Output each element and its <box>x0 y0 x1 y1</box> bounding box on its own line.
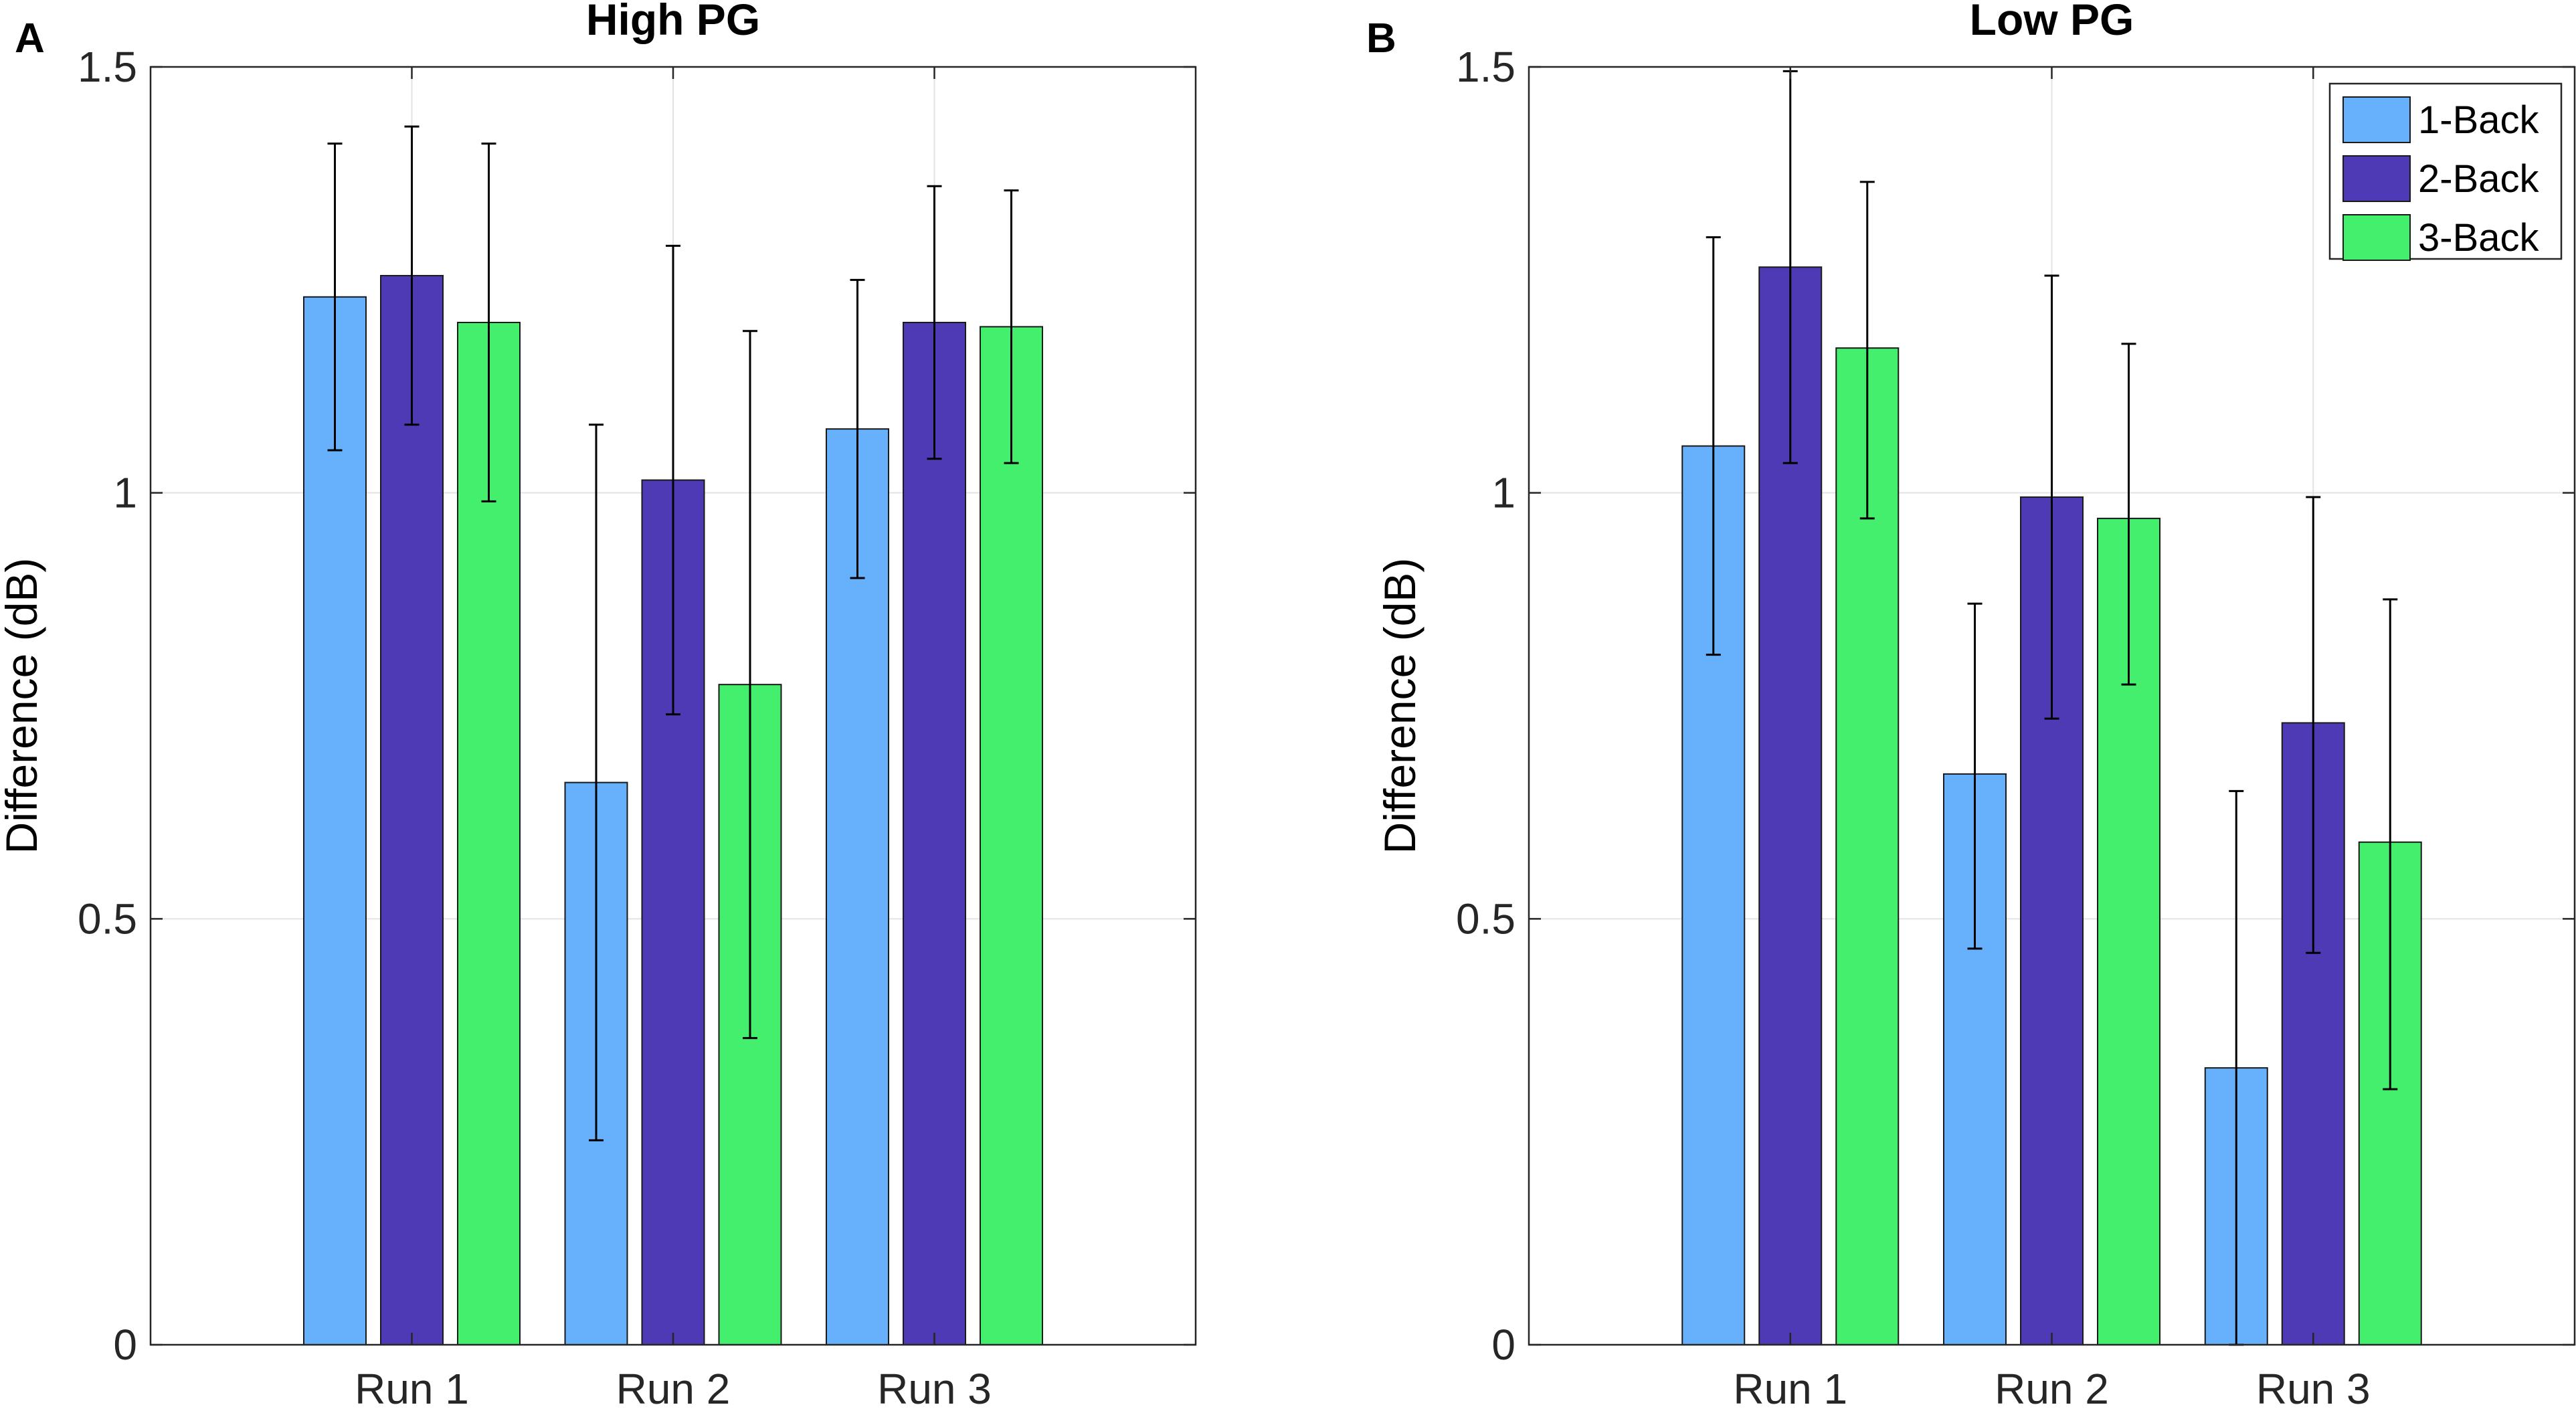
y-tick-label: 1 <box>113 469 137 517</box>
bar-2-back-3 <box>903 322 966 1345</box>
panel-low-pg: B Low PG 0 0.5 1 1.5 Run 1 Run 2 Run 3 Difference… <box>1366 0 2576 1413</box>
panel-letter: A <box>15 15 45 62</box>
x-tick-label: Run 3 <box>877 1365 992 1413</box>
y-tick-label: 1.5 <box>78 43 137 91</box>
legend-swatch-3-back <box>2342 214 2411 261</box>
bar-3-back-3 <box>980 326 1043 1345</box>
chart-title: High PG <box>586 0 760 44</box>
x-tick-label: Run 2 <box>1995 1365 2109 1413</box>
x-tick-label: Run 1 <box>355 1365 469 1413</box>
y-axis-label: Difference (dB) <box>0 558 46 854</box>
x-tick-label: Run 1 <box>1733 1365 1847 1413</box>
x-tick-label: Run 2 <box>616 1365 731 1413</box>
panel-high-pg: A High PG 0 0.5 1 1.5 Run 1 Run 2 Run 3 Differenc… <box>0 0 1197 1413</box>
y-tick-label: 0 <box>113 1321 137 1369</box>
legend-label: 1-Back <box>2418 98 2540 142</box>
legend: 1-Back 2-Back 3-Back <box>2328 82 2563 261</box>
legend-label: 2-Back <box>2418 157 2540 201</box>
legend-swatch-2-back <box>2342 155 2411 202</box>
bar-2-back-1 <box>380 274 444 1345</box>
y-tick-label: 0.5 <box>1456 894 1515 943</box>
y-tick-label: 1 <box>1491 469 1515 517</box>
y-tick-label: 1.5 <box>1456 43 1515 91</box>
y-tick-label: 0 <box>1491 1321 1515 1369</box>
legend-swatch-1-back <box>2342 96 2411 143</box>
chart-title: Low PG <box>1970 0 2134 44</box>
legend-label: 3-Back <box>2418 216 2540 260</box>
y-tick-label: 0.5 <box>78 894 137 943</box>
panel-letter: B <box>1366 15 1396 62</box>
y-axis-label: Difference (dB) <box>1375 558 1424 854</box>
x-tick-label: Run 3 <box>2256 1365 2371 1413</box>
bar-1-back-1 <box>303 296 367 1345</box>
